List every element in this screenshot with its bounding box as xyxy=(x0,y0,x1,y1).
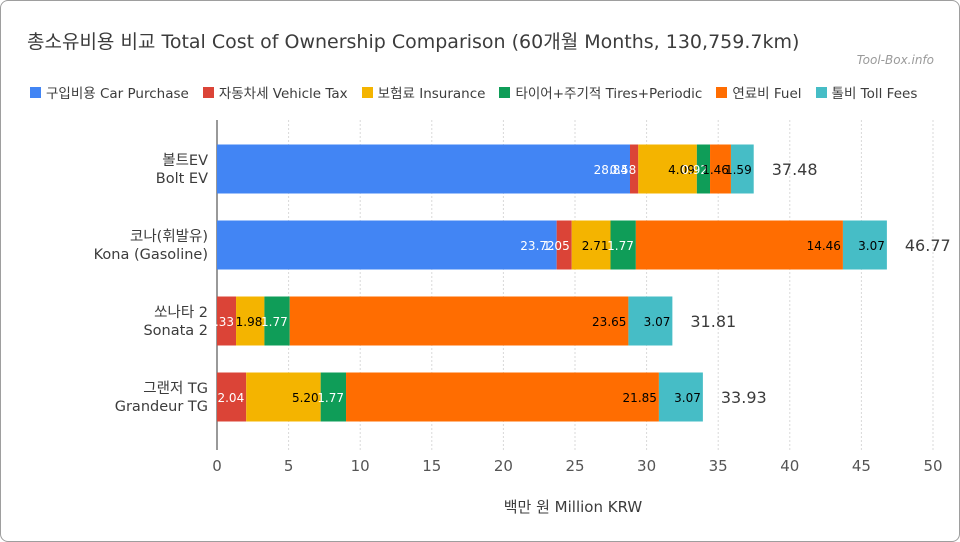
x-tick-label: 50 xyxy=(923,457,942,475)
bar-segment xyxy=(217,296,237,346)
data-label: 2.71 xyxy=(582,239,609,253)
x-tick-label: 5 xyxy=(284,457,294,475)
bar-segment xyxy=(289,296,629,346)
legend-swatch xyxy=(716,86,728,98)
data-label: 3.07 xyxy=(644,315,671,329)
total-label: 31.81 xyxy=(690,312,736,331)
bar-segment xyxy=(710,144,731,194)
legend-swatch xyxy=(361,86,373,98)
bar-segment xyxy=(320,372,347,422)
category-label: Kona (Gasoline) xyxy=(94,247,208,263)
bar-segment xyxy=(556,220,572,270)
data-label: 0.58 xyxy=(610,163,637,177)
data-label: 14.46 xyxy=(807,239,841,253)
data-label: 4.09 xyxy=(668,163,695,177)
data-label: 2.04 xyxy=(217,391,244,405)
legend-swatch xyxy=(815,86,827,98)
data-label: 1.98 xyxy=(236,315,263,329)
data-label: 21.85 xyxy=(623,391,657,405)
bar-segment xyxy=(696,144,711,194)
data-label: 1.77 xyxy=(317,391,344,405)
x-tick-label: 45 xyxy=(852,457,871,475)
category-label: Grandeur TG xyxy=(115,399,208,415)
bar-segment xyxy=(264,296,290,346)
legend-swatch xyxy=(202,86,214,98)
data-label: 28.84 xyxy=(594,163,628,177)
x-tick-label: 0 xyxy=(212,457,222,475)
legend-item: 타이어+주기적 Tires+Periodic xyxy=(499,82,702,102)
x-tick-label: 35 xyxy=(709,457,728,475)
total-label: 33.93 xyxy=(721,388,767,407)
bar-segment xyxy=(635,220,843,270)
data-label: 3.07 xyxy=(858,239,885,253)
data-label: 23.72 xyxy=(520,239,554,253)
x-axis-title: 백만 원 Million KRW xyxy=(504,498,643,516)
watermark: Tool-Box.info xyxy=(856,53,934,67)
legend-swatch xyxy=(499,86,511,98)
data-label: 5.20 xyxy=(292,391,319,405)
category-label: 코나(휘발유) xyxy=(130,228,208,245)
x-tick-label: 30 xyxy=(637,457,656,475)
bar-segment xyxy=(628,296,673,346)
bar-segment xyxy=(629,144,639,194)
data-label: 3.07 xyxy=(674,391,701,405)
legend-label: 보험료 Insurance xyxy=(377,86,486,102)
bar-segment xyxy=(638,144,697,194)
total-label: 37.48 xyxy=(772,160,818,179)
category-label: Bolt EV xyxy=(156,171,208,187)
chart-title: 총소유비용 비교 Total Cost of Ownership Compari… xyxy=(27,31,800,53)
legend-label: 톨비 Toll Fees xyxy=(831,86,918,102)
bar-segment xyxy=(246,372,321,422)
category-label: 그랜저 TG xyxy=(143,380,208,397)
data-label: 0.92 xyxy=(681,163,708,177)
legend-item: 보험료 Insurance xyxy=(361,82,486,102)
bar-segment xyxy=(658,372,703,422)
legend-swatch xyxy=(30,86,41,98)
x-tick-label: 40 xyxy=(780,457,799,475)
legend-label: 연료비 Fuel xyxy=(732,86,802,102)
data-label: 1.05 xyxy=(543,239,570,253)
legend-item: 톨비 Toll Fees xyxy=(815,82,918,102)
legend-label: 자동차세 Vehicle Tax xyxy=(218,86,348,102)
x-tick-label: 10 xyxy=(351,457,370,475)
bar-segment xyxy=(217,144,630,194)
data-label: 1.33 xyxy=(207,315,234,329)
data-label: 1.59 xyxy=(725,163,752,177)
data-label: 1.46 xyxy=(702,163,729,177)
legend-item: 자동차세 Vehicle Tax xyxy=(202,82,348,102)
category-label: 볼트EV xyxy=(162,152,208,169)
legend-label: 타이어+주기적 Tires+Periodic xyxy=(515,86,703,102)
data-label: 1.77 xyxy=(261,315,288,329)
legend-label: 구입비용 Car Purchase xyxy=(46,86,189,102)
bar-segment xyxy=(346,372,659,422)
category-label: Sonata 2 xyxy=(143,323,208,339)
data-label: 23.65 xyxy=(592,315,626,329)
bar-segment xyxy=(217,220,557,270)
bar-segment xyxy=(571,220,611,270)
legend-item: 연료비 Fuel xyxy=(716,82,802,102)
total-label: 46.77 xyxy=(905,236,951,255)
x-tick-label: 15 xyxy=(422,457,441,475)
category-label: 쏘나타 2 xyxy=(154,304,208,321)
bar-segment xyxy=(217,372,247,422)
bar-segment xyxy=(730,144,754,194)
data-label: 1.77 xyxy=(607,239,634,253)
legend-item: 구입비용 Car Purchase xyxy=(30,82,189,102)
bar-segment xyxy=(610,220,636,270)
bar-segment xyxy=(236,296,265,346)
x-tick-label: 25 xyxy=(565,457,584,475)
x-tick-label: 20 xyxy=(494,457,513,475)
legend: 구입비용 Car Purchase 자동차세 Vehicle Tax 보험료 Ins… xyxy=(30,82,917,102)
bar-segment xyxy=(842,220,887,270)
